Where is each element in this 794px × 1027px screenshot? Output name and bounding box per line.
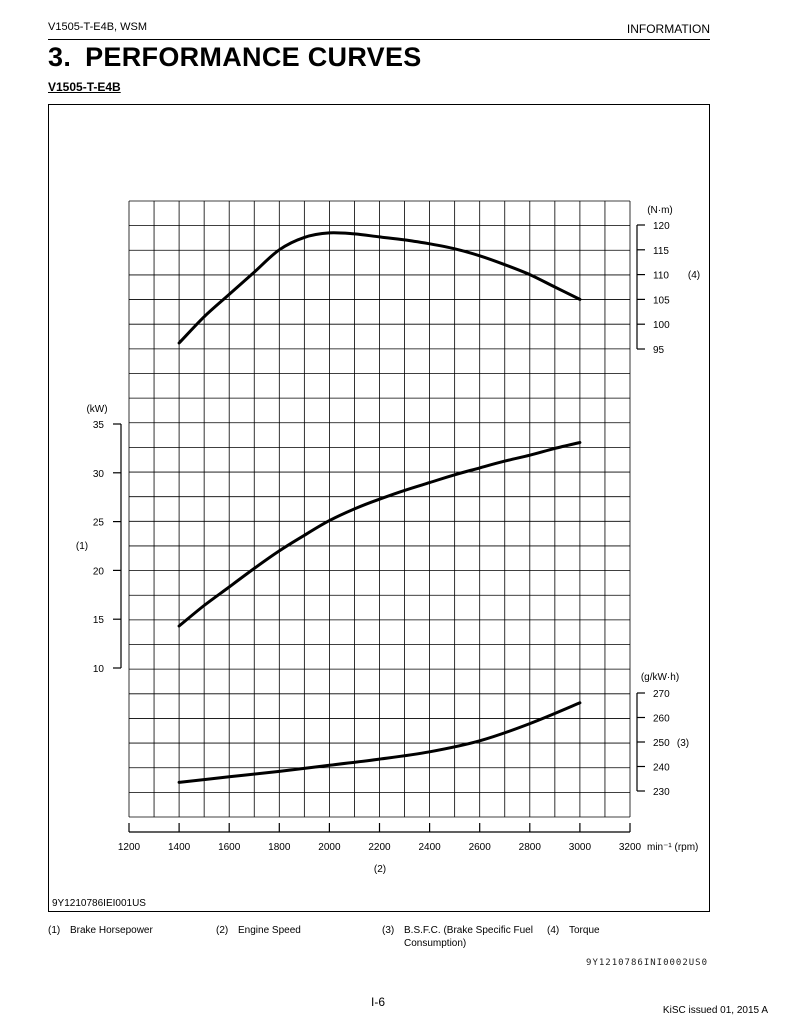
brake-horsepower-tick-label: 25 [93,518,105,529]
torque-tick-label: 100 [653,320,670,331]
brake-horsepower-tick-label: 35 [93,420,105,431]
bsfc-tick-label: 260 [653,714,670,725]
figure-code: 9Y1210786IEI001US [52,898,146,909]
legend-label: Engine Speed [238,925,301,936]
chart-axes: 1200 1400 1600 1800 2000 2200 2400 2600 2800 3000… [76,205,700,875]
legend-item-bsfc: (3) B.S.F.C. (Brake Specific Fuel Consump… [382,924,547,950]
torque-tick-label: 95 [653,345,665,356]
x-tick-label: 2800 [519,842,542,853]
torque-tick-label: 110 [653,271,669,282]
legend-number: (4) [547,925,560,936]
x-axis-unit: min⁻¹ (rpm) [647,842,698,853]
brake-horsepower-axis-unit: (kW) [86,404,107,415]
torque-tick-label: 120 [653,221,670,232]
issue-info: KiSC issued 01, 2015 A [662,1005,768,1016]
x-tick-label: 1800 [268,842,291,853]
brake-horsepower-tick-label: 20 [93,566,105,577]
chart-grid [128,200,631,818]
reference-code: 9Y1210786INI0002US0 [586,958,708,968]
legend-number: (3) [382,925,395,936]
legend-item-torque: (4) Torque [547,924,657,937]
brake-horsepower-axis-label: (1) [76,541,88,552]
page-number: I-6 [371,995,386,1009]
torque-axis-unit: (N·m) [647,205,673,216]
bsfc-tick-label: 250 [653,738,670,749]
figure-frame [48,104,710,912]
bsfc-tick-label: 270 [653,689,670,700]
x-tick-label: 1600 [218,842,241,853]
x-tick-label: 2200 [368,842,391,853]
header-manual: V1505-T-E4B, WSM [48,21,148,33]
section-number: 3. [48,42,72,72]
x-tick-label: 2600 [469,842,492,853]
legend-label: B.S.F.C. (Brake Specific Fuel Consumptio… [404,925,533,949]
section-title-text: PERFORMANCE CURVES [85,42,422,72]
bsfc-tick-label: 240 [653,763,670,774]
x-tick-label: 3200 [619,842,642,853]
model-title: V1505-T-E4B [48,80,121,94]
brake-horsepower-tick-label: 15 [93,615,105,626]
x-tick-label: 3000 [569,842,592,853]
bsfc-axis-label: (3) [677,738,689,749]
legend-number: (1) [48,925,61,936]
x-tick-label: 2400 [418,842,441,853]
brake-horsepower-tick-label: 10 [93,664,105,675]
bsfc-tick-label: 230 [653,787,670,798]
legend-label: Brake Horsepower [70,925,153,936]
section-title: 3. PERFORMANCE CURVES [48,42,422,73]
header-rule [48,39,710,40]
header-chapter: INFORMATION [626,22,710,36]
legend-item-engine-speed: (2) Engine Speed [216,924,376,937]
x-tick-label: 1200 [118,842,141,853]
legend-label: Torque [569,925,600,936]
brake-horsepower-tick-label: 30 [93,469,105,480]
bsfc-curve [177,701,582,784]
brake-horsepower-curve [177,441,582,628]
x-tick-label: 1400 [168,842,191,853]
legend-item-brake-horsepower: (1) Brake Horsepower [48,924,208,937]
x-tick-label: 2000 [318,842,341,853]
chart-curves [177,231,582,784]
legend-number: (2) [216,925,229,936]
x-axis-label: (2) [374,864,386,875]
torque-curve [177,231,582,345]
torque-tick-label: 105 [653,295,670,306]
torque-axis-label: (4) [688,270,700,281]
torque-tick-label: 115 [653,246,669,257]
bsfc-axis-unit: (g/kW·h) [641,672,679,683]
